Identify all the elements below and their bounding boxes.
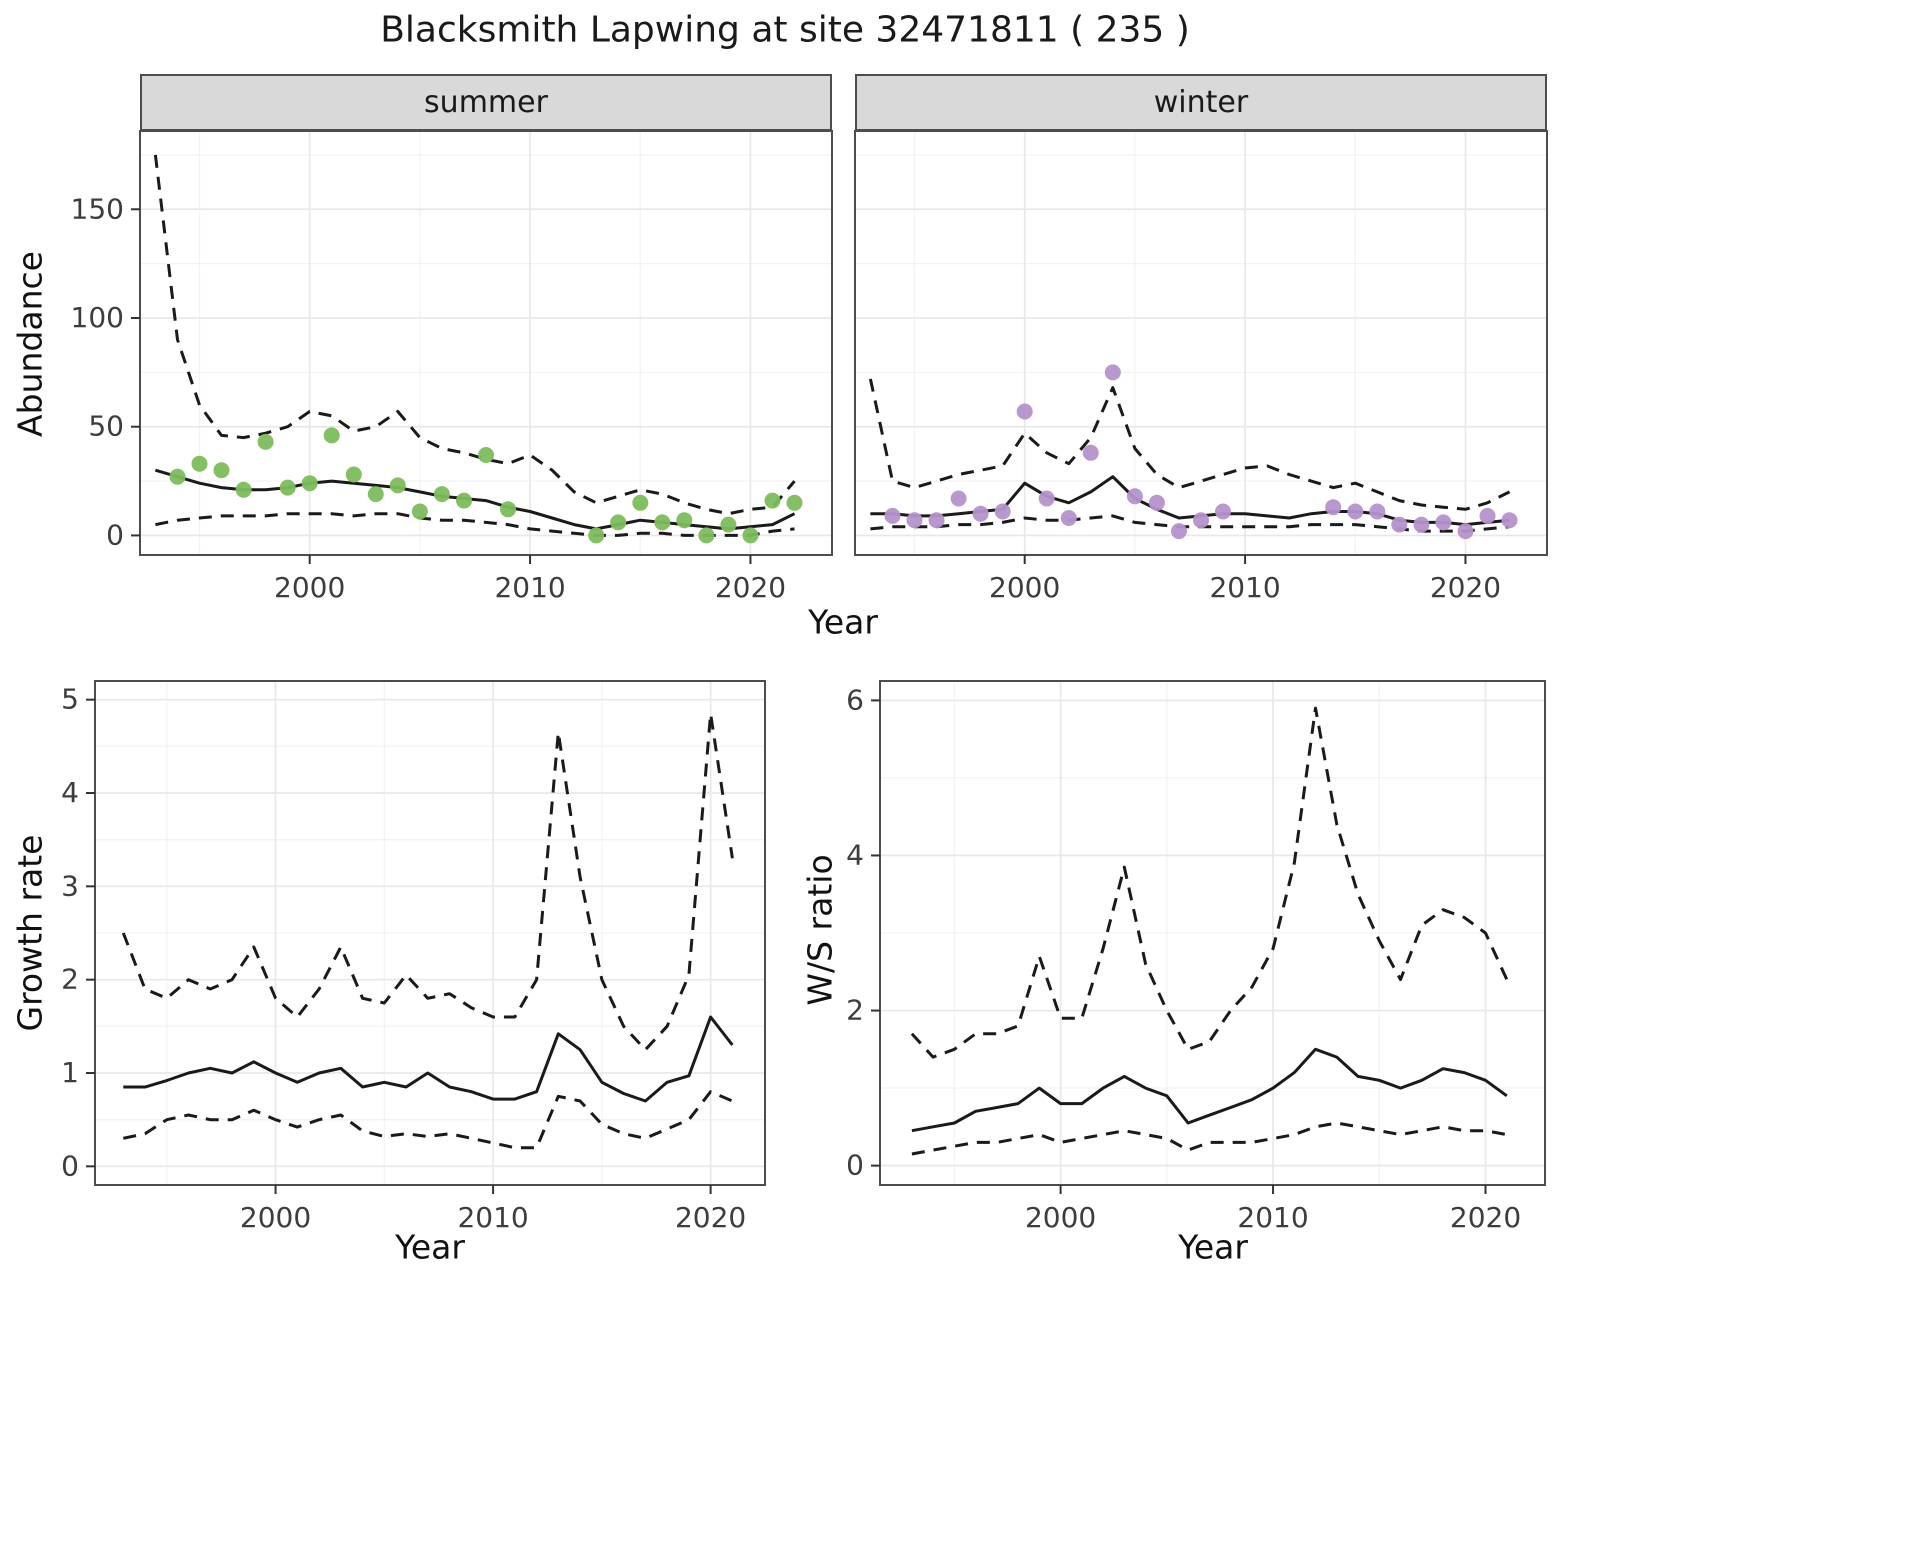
svg-text:2020: 2020 <box>715 571 786 604</box>
svg-text:2: 2 <box>61 963 79 996</box>
ws-ratio-x-axis-title: Year <box>1178 1227 1248 1267</box>
svg-text:150: 150 <box>71 192 124 225</box>
svg-text:2010: 2010 <box>457 1201 528 1234</box>
svg-text:100: 100 <box>71 301 124 334</box>
svg-text:2020: 2020 <box>1450 1201 1521 1234</box>
chart-title: Blacksmith Lapwing at site 32471811 ( 23… <box>380 9 1190 51</box>
svg-text:2: 2 <box>846 994 864 1027</box>
svg-text:2000: 2000 <box>240 1201 311 1234</box>
growth-rate-x-axis-title: Year <box>395 1227 465 1267</box>
facet-strip-summer-label: summer <box>424 85 548 120</box>
svg-text:2010: 2010 <box>1237 1201 1308 1234</box>
svg-text:50: 50 <box>88 410 124 443</box>
svg-text:2020: 2020 <box>1430 571 1501 604</box>
svg-text:3: 3 <box>61 869 79 902</box>
svg-text:2000: 2000 <box>989 571 1060 604</box>
svg-text:2000: 2000 <box>274 571 345 604</box>
facet-strip-winter-label: winter <box>1153 85 1249 120</box>
svg-text:0: 0 <box>61 1149 79 1182</box>
svg-text:4: 4 <box>846 838 864 871</box>
svg-text:4: 4 <box>61 776 79 809</box>
top-x-axis-title: Year <box>808 602 878 642</box>
svg-text:1: 1 <box>61 1056 79 1089</box>
facet-strip-summer: summer <box>140 74 832 131</box>
facet-strip-winter: winter <box>855 74 1547 131</box>
svg-text:2010: 2010 <box>494 571 565 604</box>
svg-text:6: 6 <box>846 683 864 716</box>
svg-text:2000: 2000 <box>1025 1201 1096 1234</box>
svg-text:2020: 2020 <box>675 1201 746 1234</box>
svg-text:2010: 2010 <box>1209 571 1280 604</box>
svg-text:0: 0 <box>106 518 124 551</box>
svg-text:5: 5 <box>61 683 79 716</box>
svg-text:0: 0 <box>846 1149 864 1182</box>
